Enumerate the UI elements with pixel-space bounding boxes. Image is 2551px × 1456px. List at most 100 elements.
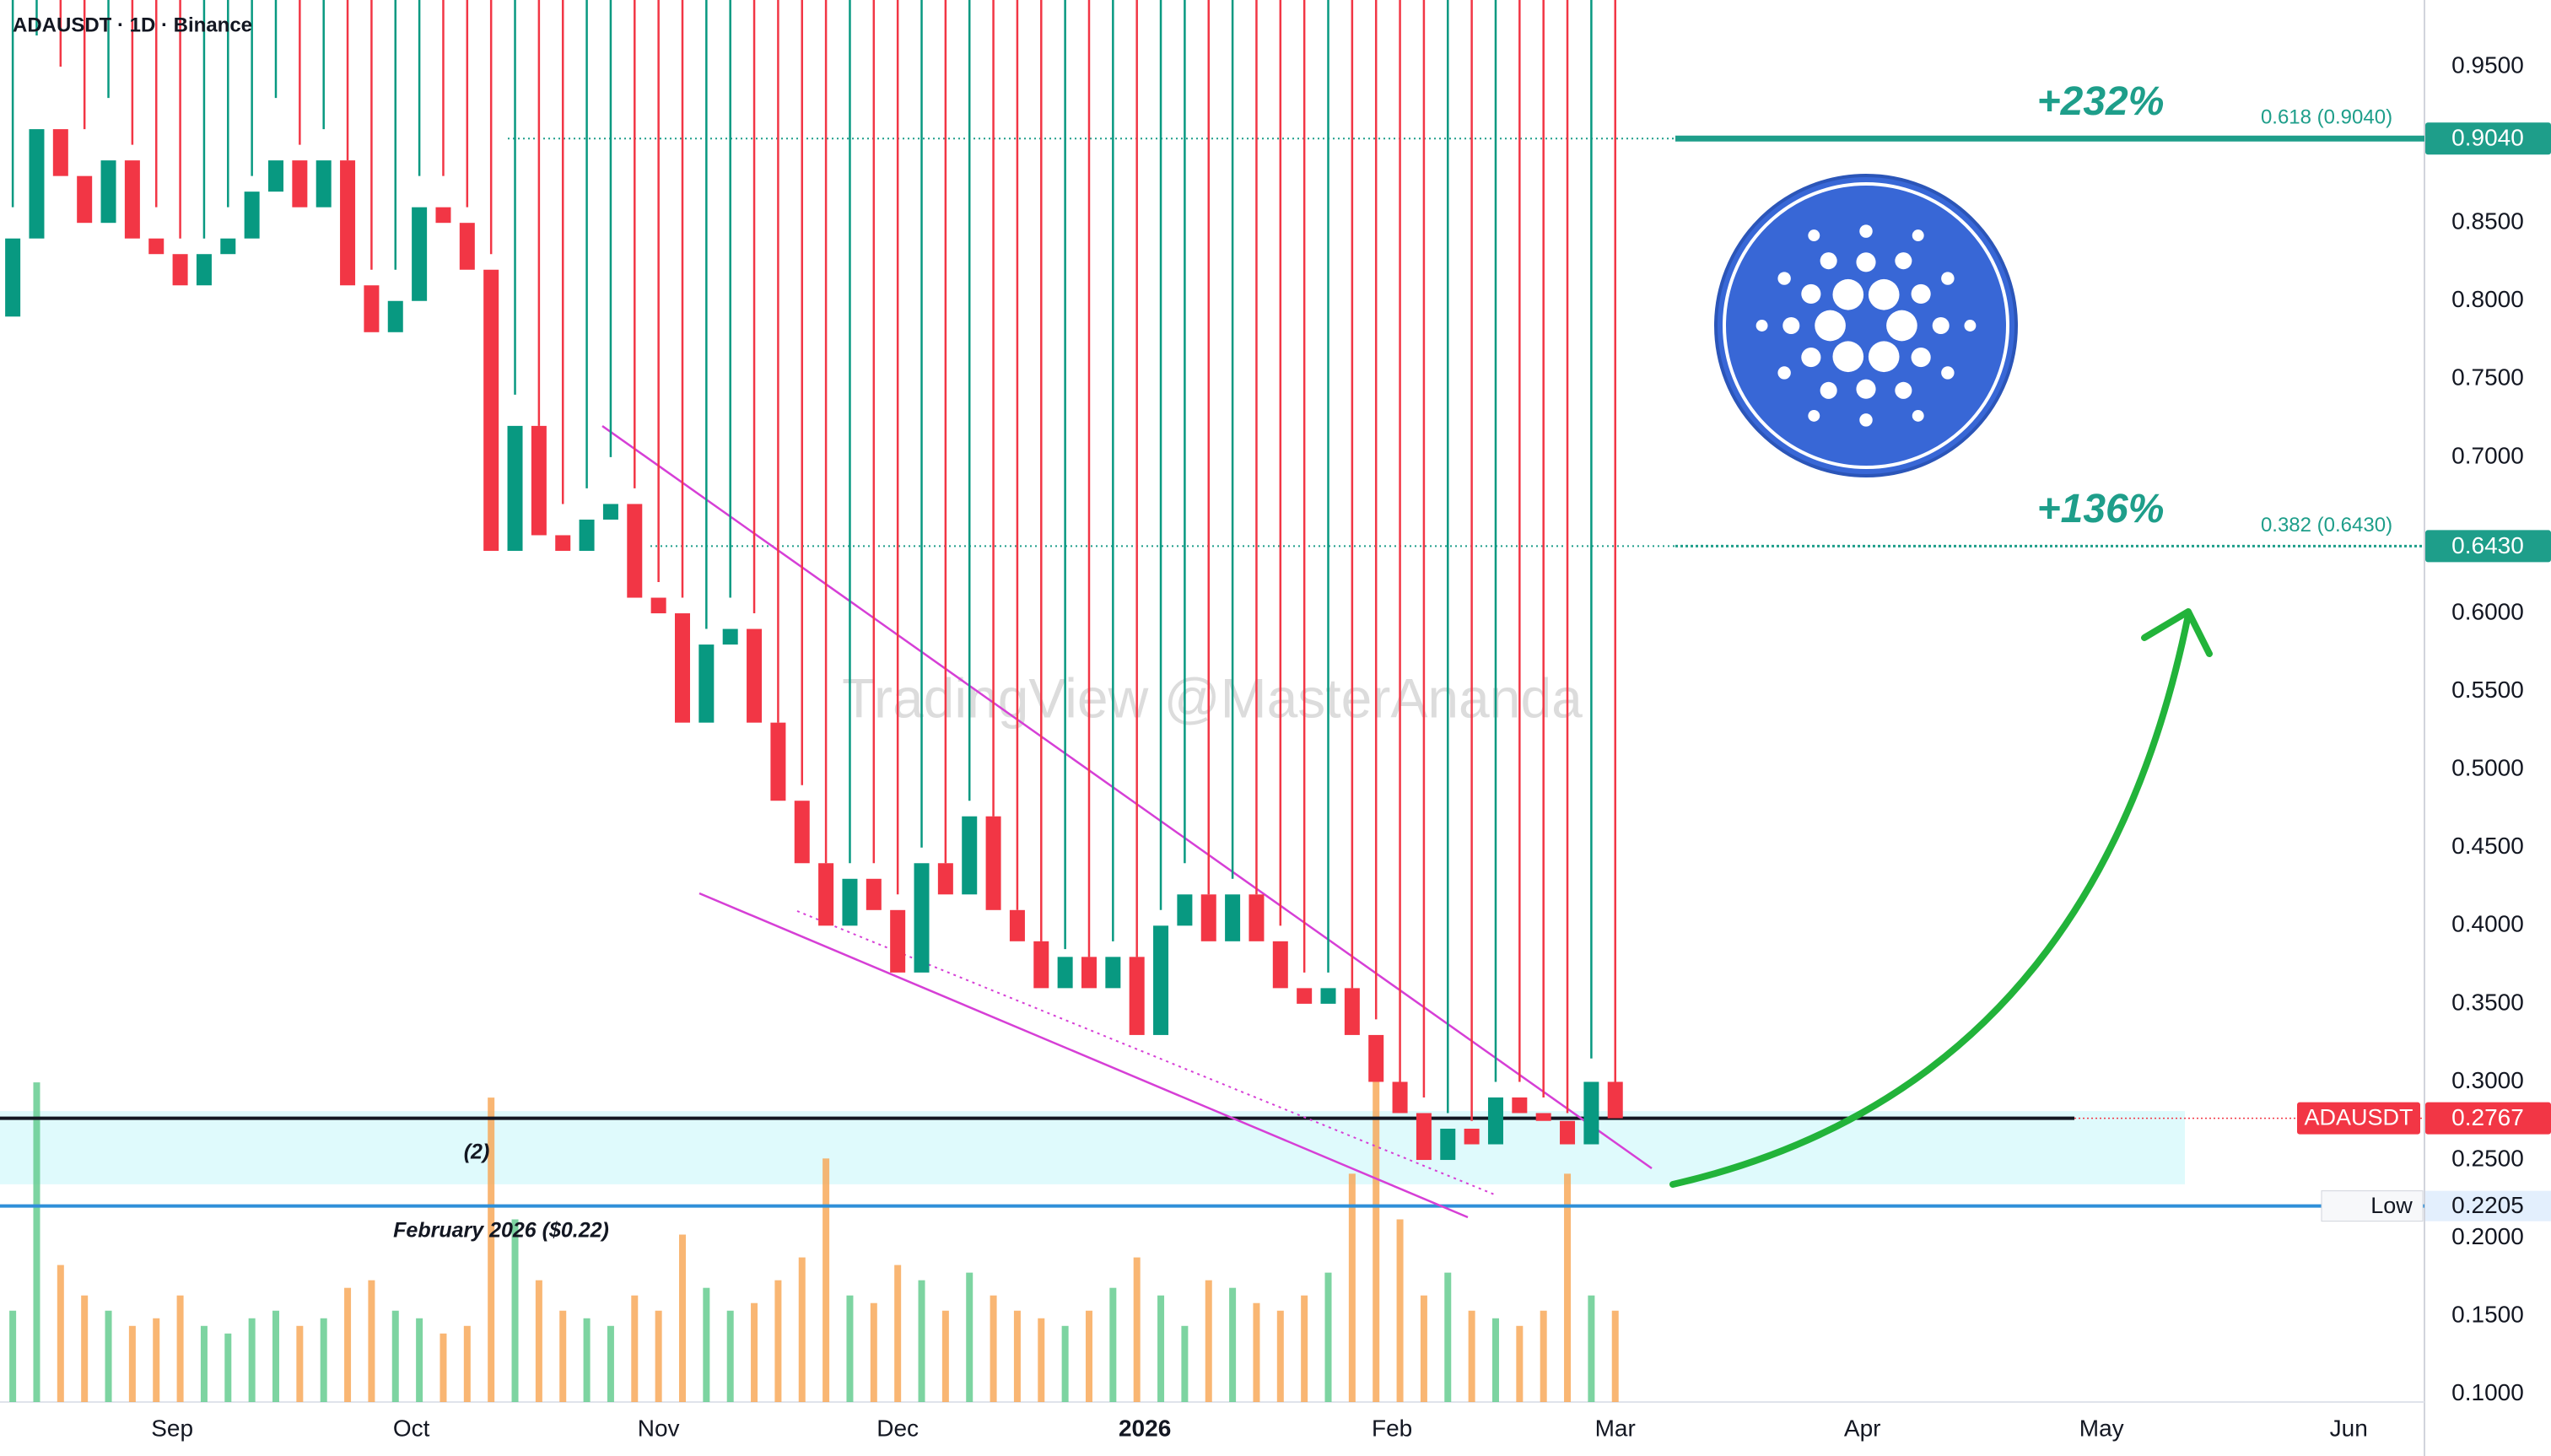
candle-body [1344,988,1360,1035]
last-price-label: 0.2767 [2451,1104,2524,1130]
candle-body [340,160,356,286]
candle-body [148,238,164,255]
volume-bar [1611,1310,1619,1402]
last-price-box [2425,1102,2551,1135]
candle-body [1392,1081,1408,1114]
x-tick-label: Sep [151,1415,193,1441]
candle-body [267,160,283,192]
logo-dot [1912,229,1924,242]
logo-dot [1895,381,1912,399]
logo-dot [1832,341,1864,373]
volume-bar [9,1310,17,1402]
low-price-box [2425,1190,2551,1221]
candle-body [890,909,906,973]
volume-bar [535,1280,542,1402]
logo-dot [1782,316,1800,335]
x-tick-label: Nov [638,1415,680,1441]
x-tick-label: May [2079,1415,2124,1441]
candle-body [1249,894,1265,941]
candle-body [698,644,715,723]
volume-bar [1061,1325,1069,1402]
candle-body [483,269,499,551]
logo-dot [1832,278,1864,310]
volume-bar [1133,1257,1141,1402]
volume-bar [1109,1287,1117,1402]
y-tick-label: 0.5000 [2451,755,2524,781]
volume-bar [33,1082,40,1402]
candle-body [1607,1081,1623,1119]
candle-body [722,628,738,645]
volume-bar [1373,1052,1380,1402]
logo-dot [1868,278,1900,310]
y-tick-label: 0.9500 [2451,51,2524,78]
candle-body [1272,941,1288,989]
volume-bar [272,1310,279,1402]
volume-bar [1420,1295,1427,1402]
candle-body [650,597,666,614]
candle-body [459,223,475,270]
candle-body [627,504,643,598]
candle-body [1535,1113,1551,1121]
volume-bar [798,1257,806,1402]
candle-body [1225,894,1241,941]
y-tick-label: 0.1000 [2451,1379,2524,1405]
volume-bar [1540,1310,1547,1402]
price-box-label: 0.6430 [2451,532,2524,558]
x-tick-label: Feb [1372,1415,1412,1441]
volume-bar [1588,1295,1595,1402]
logo-dot [1801,283,1821,304]
y-tick-label: 0.7500 [2451,364,2524,391]
volume-bar [846,1295,854,1402]
volume-bar [391,1310,399,1402]
y-tick-label: 0.4500 [2451,833,2524,859]
candle-body [1200,894,1216,941]
low-name: Low [2370,1193,2413,1218]
x-tick-label: Dec [876,1415,919,1441]
low-note: February 2026 ($0.22) [393,1219,609,1243]
logo-dot [1941,272,1955,285]
volume-bar [631,1295,639,1402]
y-tick-label: 0.8000 [2451,286,2524,312]
volume-bar [224,1333,232,1402]
y-tick-label: 0.7000 [2451,442,2524,468]
volume-bar [822,1158,830,1402]
logo-dot [1964,320,1977,332]
candle-body [842,878,858,926]
wedge-mid [796,910,1497,1196]
candle-body [1105,957,1121,989]
candle-body [1440,1129,1456,1161]
zone-layer [0,1111,2185,1184]
candle-body [1153,925,1169,1035]
price-box-label: 0.9040 [2451,125,2524,151]
y-tick-label: 0.2500 [2451,1145,2524,1171]
candle-body [1009,909,1025,941]
volume-bar [128,1325,136,1402]
candle-body [412,207,428,301]
volume-bar [1038,1318,1045,1402]
y-tick-label: 0.5500 [2451,677,2524,703]
candle-body [1057,957,1073,989]
candle-body [1081,957,1097,989]
logo-dot [1859,413,1873,427]
volume-bar [105,1310,112,1402]
volume-bar [416,1318,423,1402]
volume-bar [583,1318,591,1402]
candle-body [124,160,140,239]
volume-bar [1516,1325,1524,1402]
fib-ratio-label: 0.618 (0.9040) [2261,106,2392,129]
axes-layer: 0.9500 0.8500 0.8000 0.7500 0.7000 0.6000 0.55… [151,51,2551,1441]
volume-bar [894,1265,902,1402]
count-label: (2) [464,1141,490,1164]
logo-dot [1912,409,1924,422]
logo-dot [1815,310,1846,342]
watermark: TradingView @MasterAnanda [842,666,1583,729]
candle-body [747,628,763,723]
chart-title: ADAUSDT · 1D · Binance [13,13,252,36]
support-zone [0,1111,2185,1184]
logo-dot [1941,366,1955,380]
y-tick-label: 0.8500 [2451,208,2524,235]
candle-body [1368,1034,1384,1082]
logo-dot [1856,252,1876,272]
candle-body [1487,1097,1503,1145]
candle-body [674,613,690,723]
